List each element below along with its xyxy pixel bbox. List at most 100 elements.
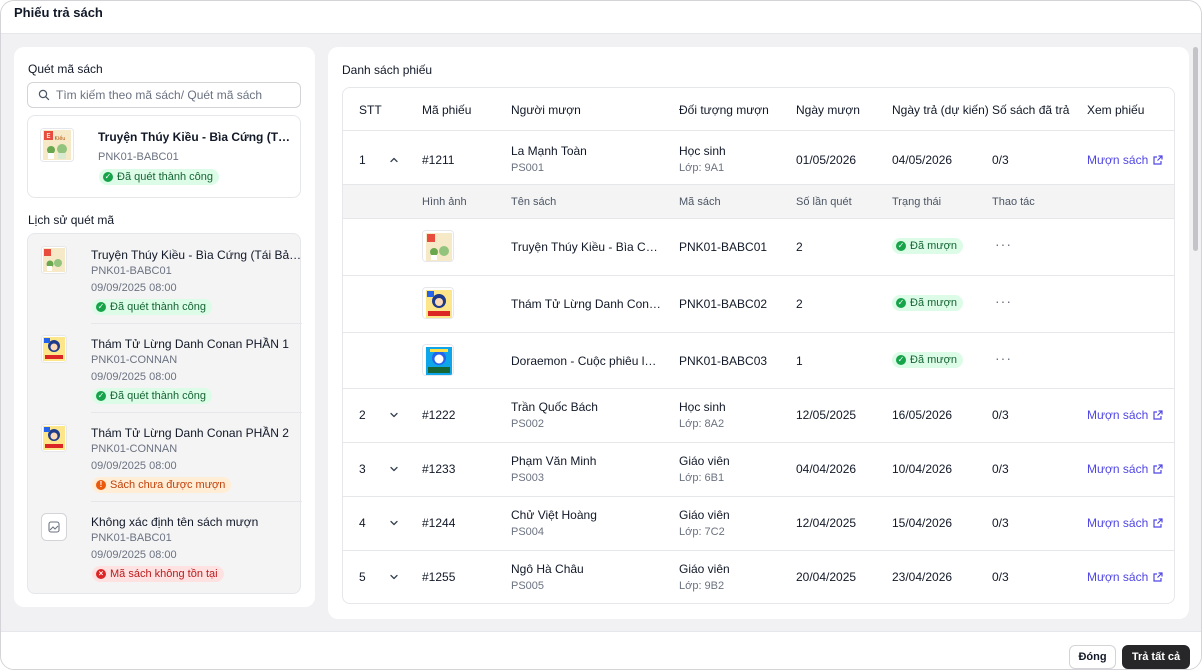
book-cover-kieu-icon <box>41 246 67 274</box>
sub-col-scans: Số lần quét <box>796 196 852 208</box>
row-borrower-name: Trần Quốc Bách <box>511 400 598 414</box>
row-borrower-id: PS002 <box>511 418 545 430</box>
history-item-title: Thám Tử Lừng Danh Conan PHẦN 2 <box>91 426 289 440</box>
scan-status-label: Đã quét thành công <box>117 171 214 183</box>
row-class: Lớp: 9A1 <box>679 162 725 174</box>
external-link-icon <box>1153 154 1163 165</box>
row-borrower-name: La Mạnh Toàn <box>511 144 587 158</box>
col-header-borrower: Người mượn <box>511 103 581 117</box>
row-role: Giáo viên <box>679 562 730 576</box>
scan-panel: Quét mã sách E Kiều Truyện Thúy Kiều - Bì… <box>14 47 315 607</box>
col-header-code: Mã phiếu <box>422 103 472 117</box>
borrow-link[interactable]: Mượn sách <box>1087 516 1163 530</box>
book-cover-kieu-icon <box>422 230 454 262</box>
external-link-icon <box>1153 409 1163 420</box>
row-borrow-date: 01/05/2026 <box>796 153 857 167</box>
scrollbar[interactable] <box>1193 47 1198 251</box>
borrow-link-label: Mượn sách <box>1087 408 1149 422</box>
borrow-link[interactable]: Mượn sách <box>1087 570 1163 584</box>
external-link-icon <box>1153 463 1163 474</box>
warning-icon: ! <box>96 480 106 490</box>
search-icon <box>38 89 50 101</box>
row-return-date: 23/04/2026 <box>892 570 953 584</box>
check-circle-icon: ✓ <box>896 355 906 365</box>
more-actions-icon[interactable]: ··· <box>995 350 1012 366</box>
return-all-button[interactable]: Trả tất cả <box>1122 645 1190 669</box>
scan-result-title: Truyện Thúy Kiều - Bìa Cứng (Tái Bản 202… <box>98 130 296 144</box>
book-title: Thám Tử Lừng Danh Conan <box>511 297 661 311</box>
row-return-date: 04/05/2026 <box>892 153 953 167</box>
row-code: #1211 <box>422 153 455 167</box>
external-link-icon <box>1153 517 1163 528</box>
chevron-down-icon[interactable] <box>389 464 399 474</box>
more-actions-icon[interactable]: ··· <box>995 293 1012 309</box>
row-class: Lớp: 9B2 <box>679 580 725 592</box>
row-code: #1255 <box>422 570 456 584</box>
search-input[interactable] <box>56 88 286 102</box>
book-cover-conan-icon <box>41 335 67 363</box>
book-code: PNK01-BABC03 <box>679 354 768 368</box>
sub-col-code: Mã sách <box>679 196 721 208</box>
divider <box>343 332 1174 333</box>
status-label: Mã sách không tồn tại <box>110 568 218 580</box>
book-title: Truyện Thúy Kiều - Bìa Cứng (Tái Bản 202… <box>511 240 661 254</box>
row-return-date: 16/05/2026 <box>892 408 953 422</box>
divider <box>343 388 1174 389</box>
check-circle-icon: ✓ <box>896 241 906 251</box>
borrow-link[interactable]: Mượn sách <box>1087 153 1163 167</box>
row-borrower-id: PS004 <box>511 526 545 538</box>
more-actions-icon[interactable]: ··· <box>995 236 1012 252</box>
row-stt: 4 <box>359 516 366 530</box>
divider <box>343 496 1174 497</box>
chevron-down-icon[interactable] <box>389 572 399 582</box>
history-item-time: 09/09/2025 08:00 <box>91 549 177 561</box>
history-item-code: PNK01-CONNAN <box>91 443 178 455</box>
book-scan-count: 2 <box>796 240 803 254</box>
book-code: PNK01-BABC02 <box>679 297 768 311</box>
history-item-title: Truyện Thúy Kiều - Bìa Cứng (Tái Bản 202… <box>91 248 303 262</box>
borrow-link[interactable]: Mượn sách <box>1087 408 1163 422</box>
history-item[interactable]: Truyện Thúy Kiều - Bìa Cứng (Tái Bản 202… <box>28 234 303 323</box>
borrow-link-label: Mượn sách <box>1087 462 1149 476</box>
modal-header: Phiếu trả sách <box>1 1 1201 34</box>
col-header-returned-count: Số sách đã trả <box>992 103 1070 117</box>
status-badge: ! Sách chưa được mượn <box>92 477 232 493</box>
row-role: Học sinh <box>679 400 726 414</box>
chevron-down-icon[interactable] <box>389 410 399 420</box>
history-item-time: 09/09/2025 08:00 <box>91 460 177 472</box>
chevron-up-icon[interactable] <box>389 155 399 165</box>
row-borrower-id: PS003 <box>511 472 545 484</box>
check-circle-icon: ✓ <box>896 298 906 308</box>
book-cover-doraemon-icon <box>422 344 454 376</box>
chevron-down-icon[interactable] <box>389 518 399 528</box>
divider <box>343 275 1174 276</box>
divider <box>91 501 302 502</box>
status-label: Sách chưa được mượn <box>110 479 226 491</box>
row-role: Học sinh <box>679 144 726 158</box>
modal-footer: Đóng Trả tất cả <box>1 631 1201 669</box>
row-stt: 5 <box>359 570 366 584</box>
history-item[interactable]: Thám Tử Lừng Danh Conan PHẦN 1 PNK01-CON… <box>28 323 302 412</box>
row-stt: 2 <box>359 408 366 422</box>
svg-text:Kiều: Kiều <box>55 134 66 142</box>
row-class: Lớp: 7C2 <box>679 526 725 538</box>
check-circle-icon: ✓ <box>96 391 106 401</box>
close-button[interactable]: Đóng <box>1069 645 1116 669</box>
col-header-borrower-type: Đối tượng mượn <box>679 103 769 117</box>
history-item[interactable]: Thám Tử Lừng Danh Conan PHẦN 2 PNK01-CON… <box>28 412 302 501</box>
row-returned-count: 0/3 <box>992 462 1009 476</box>
history-item[interactable]: Không xác định tên sách mượn PNK01-BABC0… <box>28 501 302 590</box>
borrow-link[interactable]: Mượn sách <box>1087 462 1163 476</box>
search-box[interactable] <box>27 82 301 108</box>
col-header-stt: STT <box>359 103 382 117</box>
scan-history-list: Truyện Thúy Kiều - Bìa Cứng (Tái Bản 202… <box>27 233 303 594</box>
book-code: PNK01-BABC01 <box>679 240 768 254</box>
divider <box>343 442 1174 443</box>
row-code: #1222 <box>422 408 456 422</box>
row-borrower-name: Ngô Hà Châu <box>511 562 584 576</box>
slip-list-panel: Danh sách phiếu STT Mã phiếu Người mượn … <box>328 47 1189 619</box>
borrow-link-label: Mượn sách <box>1087 516 1149 530</box>
book-scan-count: 2 <box>796 297 803 311</box>
row-class: Lớp: 8A2 <box>679 418 725 430</box>
